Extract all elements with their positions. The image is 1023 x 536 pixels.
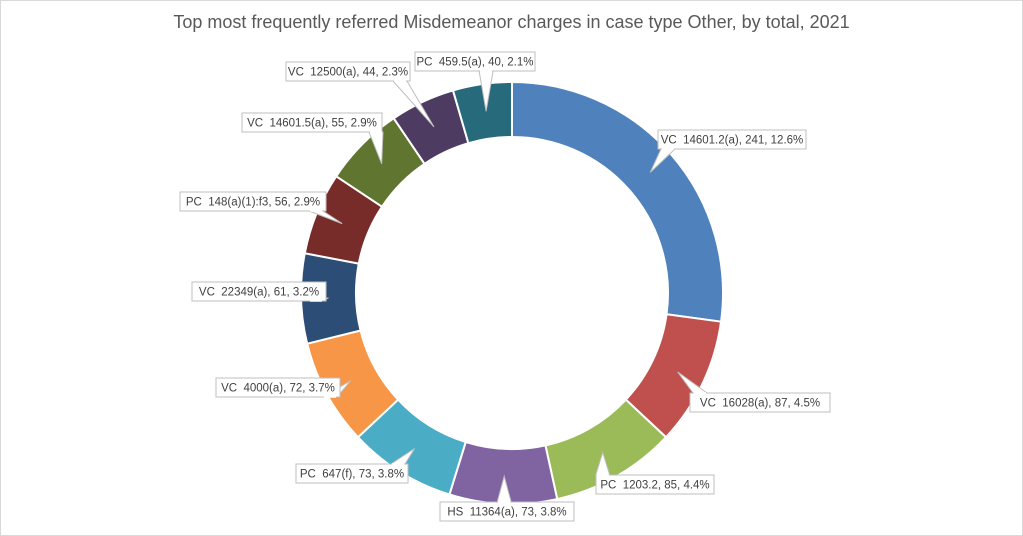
data-label-11: PC 459.5(a), 40, 2.1% bbox=[417, 57, 534, 69]
data-label-3: PC 1203.2, 85, 4.4% bbox=[600, 480, 709, 492]
label-box-2 bbox=[689, 392, 831, 413]
data-label-10: VC 12500(a), 44, 2.3% bbox=[288, 67, 408, 79]
label-box-8 bbox=[179, 191, 327, 212]
label-box-11 bbox=[414, 51, 536, 72]
data-label-9: VC 14601.5(a), 55, 2.9% bbox=[247, 118, 377, 130]
chart-title: Top most frequently referred Misdemeanor… bbox=[173, 12, 850, 32]
slice-11 bbox=[451, 80, 513, 145]
data-label-2: VC 16028(a), 87, 4.5% bbox=[700, 398, 820, 410]
slice-1 bbox=[511, 80, 724, 323]
data-label-7: VC 22349(a), 61, 3.2% bbox=[199, 287, 319, 299]
label-box-6 bbox=[215, 377, 341, 398]
label-box-3 bbox=[595, 474, 715, 495]
label-box-1 bbox=[657, 129, 807, 150]
data-label-5: PC 647(f), 73, 3.8% bbox=[300, 469, 404, 481]
label-box-7 bbox=[191, 281, 327, 302]
data-label-8: PC 148(a)(1):f3, 56, 2.9% bbox=[186, 197, 320, 209]
data-label-6: VC 4000(a), 72, 3.7% bbox=[221, 383, 335, 395]
data-label-4: HS 11364(a), 73, 3.8% bbox=[447, 507, 566, 519]
label-box-10 bbox=[285, 61, 411, 82]
label-box-5 bbox=[295, 463, 409, 484]
label-box-9 bbox=[241, 112, 383, 133]
data-label-1: VC 14601.2(a), 241, 12.6% bbox=[661, 135, 804, 147]
